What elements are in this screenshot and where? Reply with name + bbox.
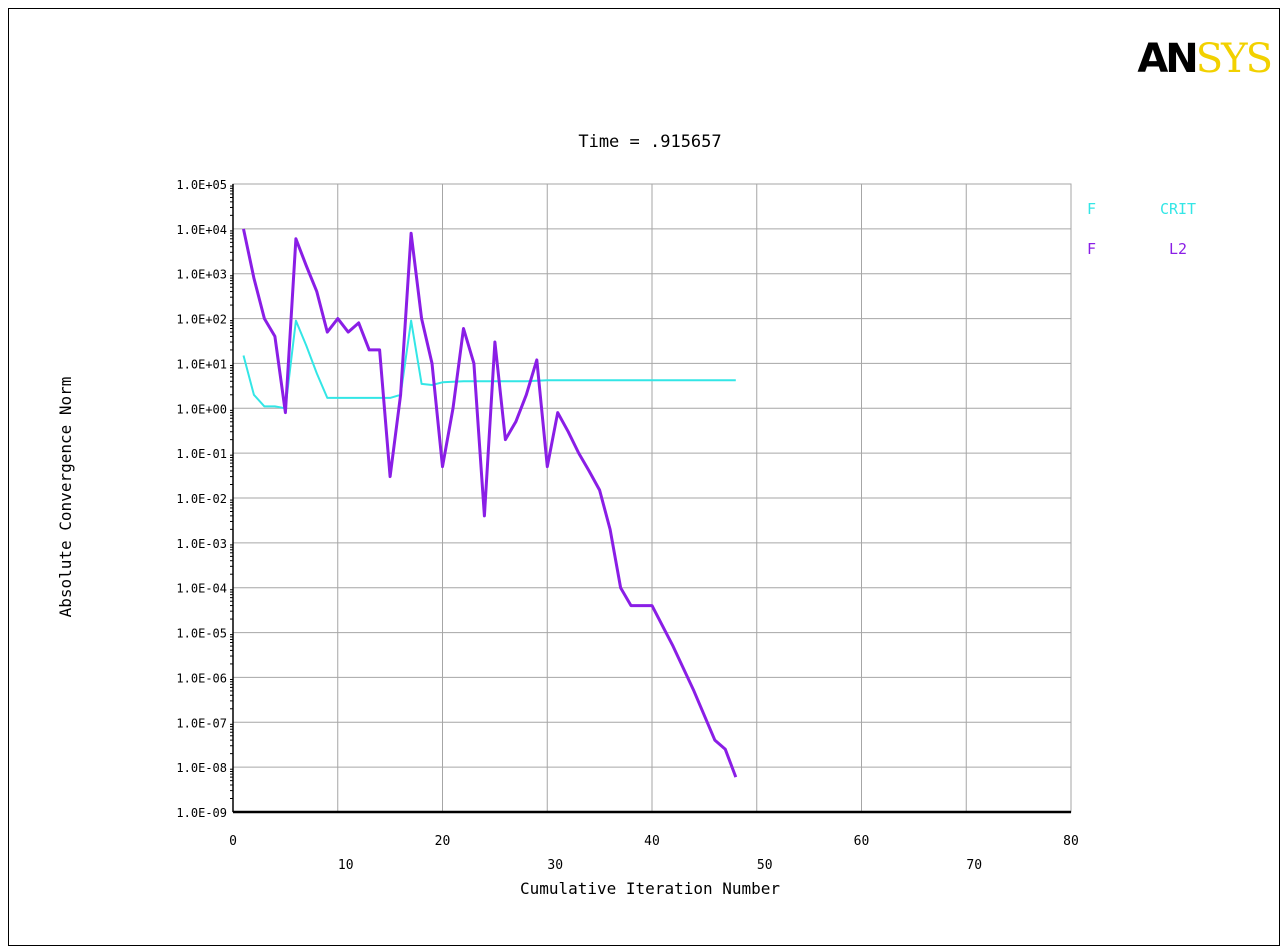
y-tick-label: 1.0E+00 (176, 402, 227, 416)
y-tick-label: 1.0E+03 (176, 268, 227, 282)
series-lines (242, 228, 738, 778)
y-tick-label: 1.0E+01 (176, 357, 227, 371)
y-tick-label: 1.0E-04 (176, 582, 227, 596)
chart-title: Time = .915657 (578, 132, 721, 152)
y-tick-label: 1.0E+04 (176, 223, 227, 237)
y-tick-label: 1.0E-06 (176, 671, 227, 685)
x-tick-label: 70 (966, 858, 982, 873)
legend: F CRIT F L2 (1087, 200, 1196, 258)
legend-prefix-crit: F (1087, 200, 1096, 218)
y-tick-label: 1.0E-05 (176, 627, 227, 641)
legend-label-crit: CRIT (1160, 200, 1196, 218)
y-tick-label: 1.0E+05 (176, 178, 227, 192)
y-tick-label: 1.0E+02 (176, 313, 227, 327)
y-axis-label: Absolute Convergence Norm (56, 377, 75, 618)
y-tick-label: 1.0E-03 (176, 537, 227, 551)
plot-frame: ANSYS (8, 8, 1280, 946)
x-tick-label: 10 (338, 858, 354, 873)
x-tick-label: 80 (1063, 834, 1079, 849)
ansys-logo: ANSYS (1137, 36, 1273, 82)
legend-label-l2: L2 (1169, 240, 1187, 258)
x-tick-label: 60 (854, 834, 870, 849)
x-tick-label: 20 (435, 834, 451, 849)
x-axis-label: Cumulative Iteration Number (520, 879, 780, 898)
y-tick-label: 1.0E-01 (176, 447, 227, 461)
series-line-crit (242, 319, 736, 410)
series-line-l2 (242, 228, 738, 778)
y-tick-label: 1.0E-07 (176, 716, 227, 730)
x-tick-label: 0 (229, 834, 237, 849)
logo-part-an: AN (1137, 36, 1198, 82)
axes: 1.0E+05 1.0E+04 1.0E+03 1.0E+02 1.0E+01 1.0E+… (176, 178, 1078, 873)
legend-prefix-l2: F (1087, 240, 1096, 258)
x-tick-label: 40 (644, 834, 660, 849)
y-tick-label: 1.0E-02 (176, 492, 227, 506)
x-tick-label: 30 (547, 858, 563, 873)
grid (232, 183, 1072, 813)
logo-part-sys: SYS (1195, 36, 1273, 82)
y-tick-label: 1.0E-09 (176, 806, 227, 820)
y-tick-label: 1.0E-08 (176, 761, 227, 775)
x-tick-label: 50 (757, 858, 773, 873)
